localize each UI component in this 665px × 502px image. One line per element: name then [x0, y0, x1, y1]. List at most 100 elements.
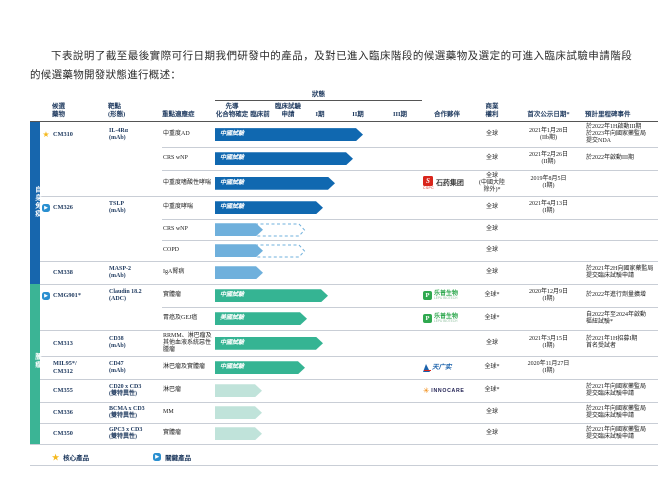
- trial-region-label: 中國試驗: [220, 364, 245, 371]
- stage-bar-cell: 美國試驗: [215, 307, 422, 330]
- pipeline-row: ▶ CMG901* Claudin 18.2 (ADC) 實體瘤 中國試驗 P 乐普生物 LE…: [30, 284, 658, 308]
- stage-phase2: II期: [352, 110, 364, 118]
- table-header: 候選 藥物 靶點 (形態) 重點適應症 狀態 先導 化合物確定 臨床前 臨床試驗…: [30, 86, 658, 122]
- key-indication: 中重度嗜酸性哮喘: [163, 179, 212, 186]
- stage-progress-bar: 中國試驗: [215, 289, 328, 302]
- mabworks-name-label: 天广实: [432, 363, 452, 371]
- table-body: ★ CM310 IL-4Rα (mAb) 中重度AD 中國試驗 全球 2021年1月28日 …: [30, 122, 658, 446]
- group-band: [30, 240, 40, 262]
- stage-bar-cell: 中國試驗: [215, 147, 422, 170]
- expected-milestones: [585, 181, 658, 185]
- trial-region-label: 中國試驗: [220, 179, 245, 186]
- stage-bar-cell: 中國試驗: [215, 284, 422, 307]
- candidate-name: CM313: [53, 339, 73, 347]
- core-product-star-icon: ★: [52, 452, 60, 462]
- stage-bar-cell: 中國試驗: [215, 330, 422, 356]
- pipeline-row: CM355 CD20 x CD3 (雙特異性) 淋巴瘤 ✳ INNOCARE 全球* 於20…: [30, 379, 658, 403]
- stage-phase3: III期: [392, 110, 408, 118]
- key-indication: RRMM、淋巴瘤及 其他血液系統惡性腫瘤: [163, 332, 212, 353]
- candidate-name: [52, 157, 108, 161]
- partner-logo-innocare: ✳ INNOCARE: [423, 387, 471, 395]
- first-posting-date: 2021年4月13日 (I期): [528, 200, 568, 214]
- lepu-square-icon: P: [423, 314, 432, 324]
- bottom-rule: [30, 465, 658, 467]
- header-status-group: 狀態 先導 化合物確定 臨床前 臨床試驗 申請 I期 II期 III期: [215, 91, 422, 118]
- candidate-name: [52, 181, 108, 185]
- expected-milestones: 於2022年啟動III期: [586, 155, 634, 162]
- stage-progress-bar: 中國試驗: [215, 201, 323, 214]
- stage-bar-cell: 中國試驗: [215, 196, 422, 219]
- expected-milestones: [585, 249, 658, 253]
- group-band: [30, 122, 40, 148]
- target-modality: [108, 249, 162, 253]
- pipeline-row: CM313 CD38 (mAb) RRMM、淋巴瘤及 其他血液系統惡性腫瘤 中國試驗 全…: [30, 330, 658, 357]
- header-milestones: 預計里程碑事件: [585, 110, 631, 118]
- first-posting-date: [512, 228, 585, 232]
- expected-milestones: 於2021年向國家藥監局 提交臨床試驗申請: [586, 426, 647, 440]
- commercial-rights: 全球: [485, 430, 498, 437]
- partner-cell: [422, 341, 472, 345]
- header-candidate: 候選 藥物: [52, 103, 65, 118]
- first-posting-date: [512, 271, 585, 275]
- target-modality: CD38 (mAb): [109, 336, 126, 350]
- expected-milestones: 於2021年向國家藥監局 提交臨床試驗申請: [586, 383, 647, 397]
- trial-region-label: 美國試驗: [220, 315, 245, 322]
- key-product-arrow-icon: ▶: [42, 291, 50, 300]
- partner-logo-lepu: P 乐普生物 LEPU BIOTECH: [423, 314, 471, 324]
- target-modality: [108, 157, 162, 161]
- innocare-name-label: INNOCARE: [431, 387, 465, 394]
- candidate-name: CM350: [53, 430, 73, 438]
- group-label-oncology: 腫瘤: [33, 353, 41, 369]
- partner-cell: [422, 249, 472, 253]
- pipeline-row: CM338 MASP-2 (mAb) IgA腎病 全球 於2021年2H向國家藥監局 提…: [30, 261, 658, 285]
- legend-core-product: ★ 核心產品: [52, 452, 89, 463]
- candidate-name: CM338: [53, 269, 73, 277]
- key-indication: COPD: [163, 247, 180, 254]
- partner-cell: P 乐普生物 LEPU BIOTECH: [422, 289, 472, 303]
- pipeline-row: ▶ CM326 TSLP (mAb) 中重度哮喘 中國試驗 全球 2021年4月13日 (I…: [30, 196, 658, 220]
- stage-bar-cell: [215, 240, 422, 261]
- candidate-name: CM336: [53, 409, 73, 417]
- partner-cell: P 乐普生物 LEPU BIOTECH: [422, 312, 472, 326]
- candidate-name: CM326: [53, 204, 73, 212]
- intro-paragraph: 下表說明了截至最後實際可行日期我們研發中的產品，及對已進入臨床階段的候選藥物及選…: [30, 50, 632, 81]
- expected-milestones: 於2022年進行劑量擴增: [586, 292, 647, 299]
- pipeline-row: MIL95*/ CM312 CD47 (mAb) 淋巴瘤及實體瘤 中國試驗 天广实 全球*…: [30, 356, 658, 380]
- first-posting-date: 2019年8月5日 (I期): [530, 176, 567, 190]
- trial-region-label: 中國試驗: [220, 155, 245, 162]
- candidate-name: [52, 317, 108, 321]
- group-label-autoimmune: 自身免疫: [33, 186, 41, 218]
- candidate-name: MIL95*/ CM312: [53, 360, 77, 375]
- target-modality: GPC3 x CD3 (雙特異性): [109, 426, 143, 440]
- header-first-posting-date: 首次公示日期*: [527, 110, 570, 118]
- legend-key-product: ▶ 關鍵產品: [153, 452, 191, 462]
- expected-milestones: [585, 366, 658, 370]
- target-modality: TSLP (mAb): [109, 200, 126, 214]
- partner-cell: ✳ INNOCARE: [422, 385, 472, 397]
- stage-progress-bar: [215, 223, 263, 236]
- key-indication: 淋巴瘤及實體瘤: [163, 364, 206, 371]
- commercial-rights: 全球*: [484, 364, 500, 371]
- cspc-logo-mark: S CSPC: [423, 176, 434, 190]
- target-modality: [108, 317, 162, 321]
- expected-milestones: 自2022年至2024年啟動 樞紐試驗*: [586, 311, 647, 325]
- expected-milestones: [585, 228, 658, 232]
- partner-logo-cspc: S CSPC 石药集团: [423, 176, 471, 190]
- mabworks-sail-icon: [423, 363, 431, 372]
- target-modality: CD20 x CD3 (雙特異性): [109, 383, 142, 397]
- expected-milestones: [585, 206, 658, 210]
- expected-milestones: 於2021年1H招募I期 首名受試者: [586, 336, 638, 350]
- partner-cell: [422, 157, 472, 161]
- stage-ind: 臨床試驗 申請: [275, 103, 301, 118]
- partner-logo-mabworks: 天广实: [423, 363, 471, 372]
- stage-bar-cell: 中國試驗: [215, 170, 422, 196]
- header-target: 靶點 (形態): [108, 103, 126, 118]
- commercial-rights: 全球*: [484, 292, 500, 299]
- commercial-rights: 全球: [485, 155, 498, 162]
- first-posting-date: 2021年1月28日 (IIb期): [528, 127, 568, 141]
- key-indication: IgA腎病: [163, 269, 185, 276]
- key-product-arrow-icon: ▶: [153, 453, 162, 462]
- lepu-name-label: 乐普生物: [434, 313, 459, 320]
- header-partner: 合作夥伴: [434, 110, 460, 118]
- key-indication: 實體瘤: [163, 292, 182, 299]
